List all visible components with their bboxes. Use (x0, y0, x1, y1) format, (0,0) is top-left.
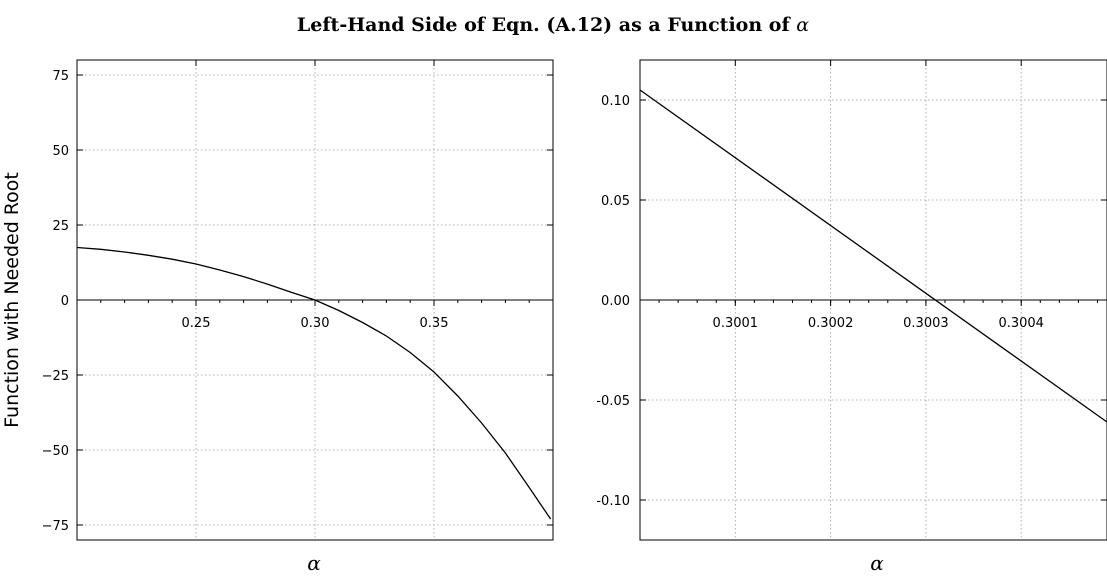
right-series-line (639, 89, 1107, 423)
left-plot-frame (76, 59, 554, 541)
left-y-tick-label: 25 (52, 219, 69, 234)
left-y-axis-label: Function with Needed Root (1, 172, 23, 428)
left-y-tick-label: 0 (61, 294, 69, 309)
right-y-tick-label: -0.10 (596, 494, 630, 509)
left-series-line (76, 246, 552, 520)
right-y-tick-label: 0.00 (601, 294, 630, 309)
left-y-tick-label: −25 (42, 369, 69, 384)
left-x-tick-label: 0.30 (301, 316, 330, 331)
right-x-tick-label: 0.3004 (998, 316, 1044, 331)
right-x-tick-label: 0.3003 (903, 316, 949, 331)
left-series-layer (76, 246, 552, 520)
right-tick-marks (639, 60, 1107, 501)
left-x-tick-label: 0.35 (420, 316, 449, 331)
left-x-axis-label: α (307, 551, 321, 575)
right-series-layer (639, 89, 1107, 423)
right-x-tick-label: 0.3001 (713, 316, 759, 331)
right-tick-labels: 0.3001 0.3002 0.3003 0.3004 0.10 0.05 0.00 -0.0… (596, 94, 1044, 509)
figure-title: Left-Hand Side of Eqn. (A.12) as a Funct… (297, 14, 809, 36)
right-plot-frame (639, 59, 1107, 541)
right-y-tick-label: 0.05 (601, 194, 630, 209)
left-plot: 0.25 0.30 0.35 75 50 25 0 −25 −50 −75 Function wi… (1, 59, 554, 575)
left-x-tick-label: 0.25 (182, 316, 211, 331)
left-tick-labels: 0.25 0.30 0.35 75 50 25 0 −25 −50 −75 (42, 69, 449, 534)
right-plot: 0.3001 0.3002 0.3003 0.3004 0.10 0.05 0.00 -0.0… (596, 59, 1107, 575)
left-y-tick-label: −50 (42, 444, 69, 459)
left-y-tick-label: 75 (52, 69, 69, 84)
left-y-tick-label: −75 (42, 519, 69, 534)
left-y-tick-label: 50 (52, 144, 69, 159)
right-x-tick-label: 0.3002 (808, 316, 854, 331)
right-x-axis-label: α (870, 551, 884, 575)
right-y-tick-label: 0.10 (601, 94, 630, 109)
right-y-tick-label: -0.05 (596, 394, 630, 409)
